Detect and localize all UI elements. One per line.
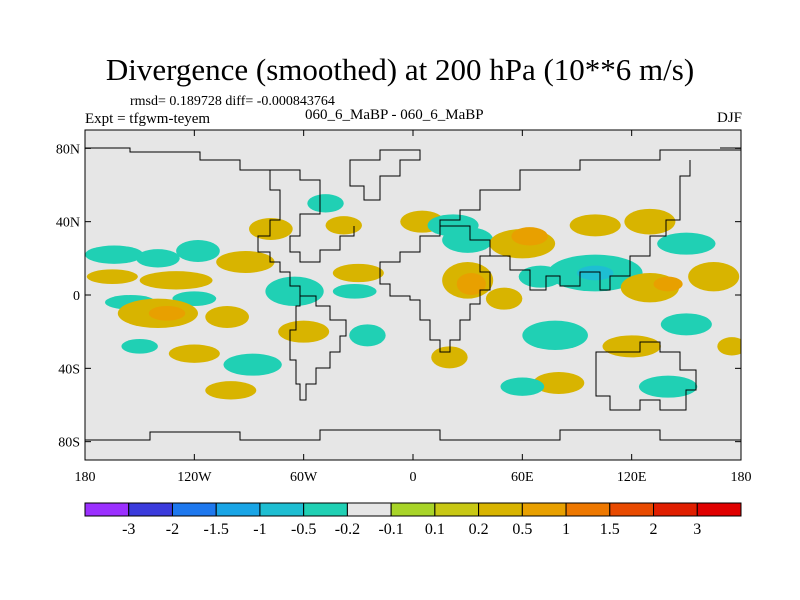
field-blob xyxy=(638,375,698,398)
field-blob xyxy=(332,263,384,283)
colorbar-label: -0.2 xyxy=(335,521,360,538)
colorbar-label: 1 xyxy=(562,521,570,538)
field-blob xyxy=(205,381,257,400)
field-blob xyxy=(577,265,614,281)
field-blob xyxy=(176,240,220,262)
field-blob xyxy=(216,251,275,273)
field-blob xyxy=(349,324,386,347)
colorbar-label: 2 xyxy=(650,521,658,538)
colorbar: -3 -2 -1.5 -1 -0.5 -0.2 -0.1 0.1 0.2 0.5 1 1.5 2 3 xyxy=(84,502,742,538)
colorbar-label: 3 xyxy=(693,521,701,538)
field-blob xyxy=(223,353,282,376)
field-blob xyxy=(205,306,249,328)
eurasia-north-coast xyxy=(420,149,741,237)
y-tick-label: 80N xyxy=(56,142,80,157)
field-blob xyxy=(456,273,486,295)
field-blob xyxy=(121,339,158,354)
x-tick-label: 120E xyxy=(617,470,647,485)
field-blob xyxy=(139,271,213,290)
field-blob xyxy=(624,208,676,235)
x-tick-label: 180 xyxy=(731,470,752,485)
colorbar-swatch xyxy=(215,502,261,517)
field-blob xyxy=(653,276,683,292)
field-blob xyxy=(86,269,138,284)
y-tick-label: 80S xyxy=(58,436,80,451)
north-america-east-coast xyxy=(240,169,355,263)
colorbar-swatch xyxy=(84,502,130,517)
colorbar-swatch xyxy=(478,502,523,517)
field-blob xyxy=(427,214,479,237)
x-tick-label: 120W xyxy=(177,470,212,485)
field-blob xyxy=(136,249,180,268)
case-label: 060_6_MaBP - 060_6_MaBP xyxy=(305,107,484,123)
colorbar-swatch xyxy=(390,502,436,517)
field-blob xyxy=(500,377,545,396)
antarctica-coast xyxy=(85,429,741,441)
colorbar-label: -1.5 xyxy=(204,521,229,538)
x-axis: 180 120W 60W 0 60E 120E 180 xyxy=(75,130,752,485)
field-blob xyxy=(249,218,293,240)
colorbar-label: -0.1 xyxy=(378,521,403,538)
field-blob xyxy=(325,216,362,235)
field-blob xyxy=(431,346,468,369)
colorbar-label: 1.5 xyxy=(600,521,620,538)
y-axis: 80N 40N 0 40S 80S xyxy=(56,142,741,451)
y-tick-label: 0 xyxy=(73,289,80,304)
asia-south-coast xyxy=(490,160,691,291)
australia-coast xyxy=(595,341,697,411)
field-blob xyxy=(85,245,144,264)
colorbar-swatch xyxy=(696,502,742,517)
x-tick-label: 0 xyxy=(410,470,417,485)
chart-title: Divergence (smoothed) at 200 hPa (10**6 … xyxy=(105,52,695,87)
field-blob xyxy=(511,227,548,246)
field-blob xyxy=(148,306,186,321)
colorbar-swatch xyxy=(609,502,655,517)
field-blob xyxy=(660,313,712,336)
colorbar-swatch xyxy=(259,502,305,517)
field-blob xyxy=(533,372,585,394)
colorbar-swatch xyxy=(653,502,698,517)
field-blob xyxy=(485,287,523,310)
field-blob xyxy=(278,320,330,343)
field-blob xyxy=(717,337,741,356)
colorbar-label: -1 xyxy=(253,521,266,538)
x-tick-label: 60E xyxy=(511,470,534,485)
colorbar-label: 0.5 xyxy=(512,521,532,538)
colorbar-swatch xyxy=(434,502,480,517)
field-blob xyxy=(168,344,220,363)
field-blob xyxy=(602,335,661,358)
coastlines xyxy=(85,147,741,441)
field-blob xyxy=(657,232,716,255)
colorbar-swatch xyxy=(346,502,392,517)
colorbar-swatch xyxy=(128,502,173,517)
colorbar-label: -0.5 xyxy=(291,521,316,538)
greenland-coast xyxy=(349,149,421,201)
contour-fields xyxy=(85,194,741,400)
colorbar-label: 0.1 xyxy=(425,521,445,538)
x-tick-label: 180 xyxy=(75,470,96,485)
y-tick-label: 40S xyxy=(58,362,80,377)
field-blob xyxy=(307,194,344,213)
colorbar-label: -3 xyxy=(122,521,135,538)
colorbar-label: -2 xyxy=(166,521,179,538)
field-blob xyxy=(569,214,621,237)
colorbar-swatch xyxy=(565,502,611,517)
field-blob xyxy=(265,276,324,307)
y-tick-label: 40N xyxy=(56,216,80,231)
x-tick-label: 60W xyxy=(290,470,318,485)
season-label: DJF xyxy=(716,110,742,126)
colorbar-swatch xyxy=(521,502,567,517)
south-america-coast xyxy=(289,295,347,401)
north-america-coast xyxy=(85,147,301,296)
stats-label: rmsd= 0.189728 diff= -0.000843764 xyxy=(130,94,335,109)
field-blob xyxy=(522,320,588,351)
colorbar-swatch xyxy=(303,502,348,517)
colorbar-swatch xyxy=(171,502,217,517)
field-blob xyxy=(332,284,377,299)
experiment-label: Expt = tfgwm-teyem xyxy=(85,111,211,127)
colorbar-label: 0.2 xyxy=(469,521,489,538)
field-blob xyxy=(688,262,740,292)
